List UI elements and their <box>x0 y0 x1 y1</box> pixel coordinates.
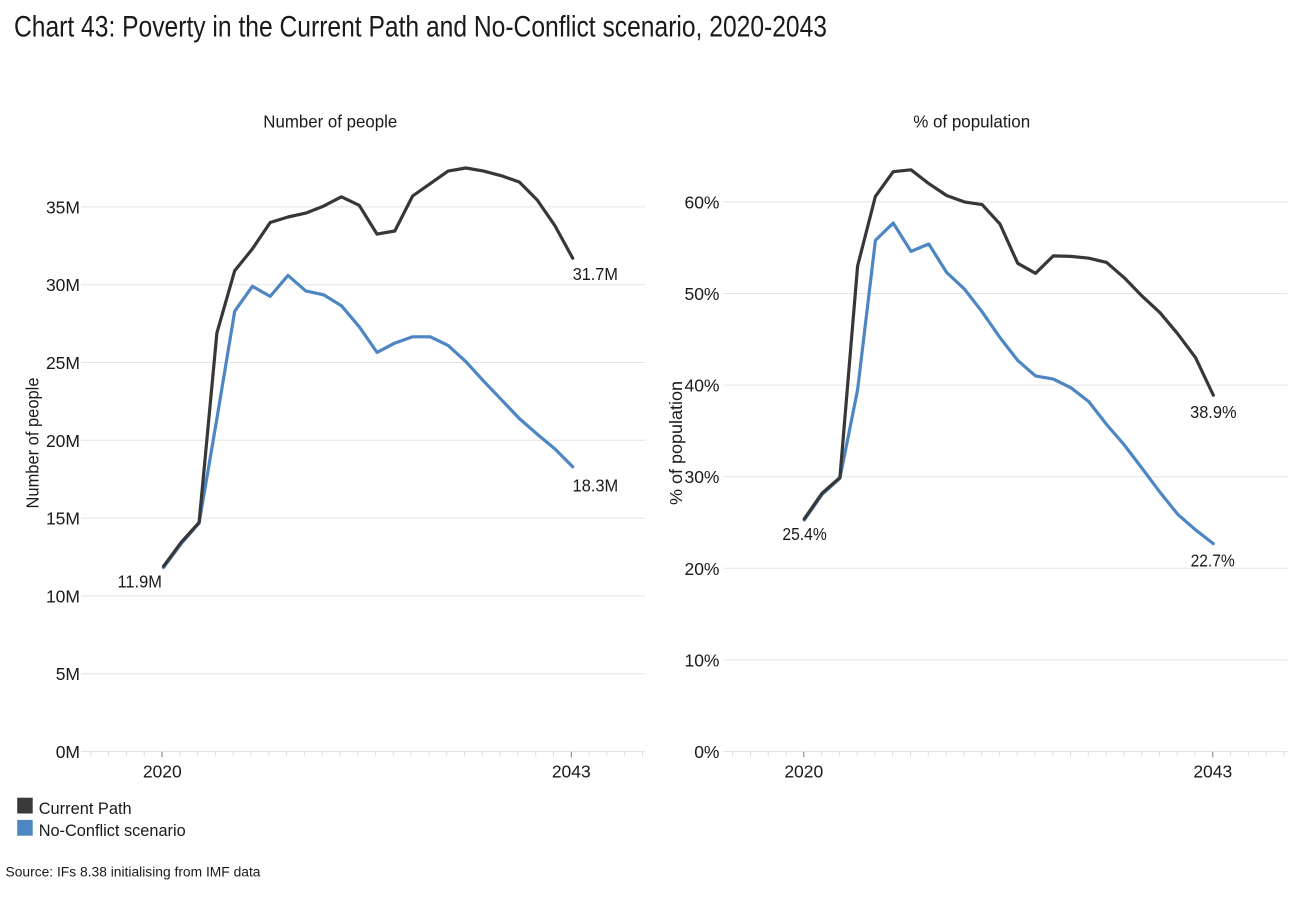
svg-text:% of population: % of population <box>913 112 1030 132</box>
svg-text:Number of people: Number of people <box>23 378 43 509</box>
svg-text:25.4%: 25.4% <box>782 524 826 544</box>
svg-text:50%: 50% <box>684 284 719 304</box>
svg-text:No-Conflict scenario: No-Conflict scenario <box>39 821 186 840</box>
svg-text:Chart 43: Poverty in the Curre: Chart 43: Poverty in the Current Path an… <box>14 11 827 44</box>
svg-text:22.7%: 22.7% <box>1191 550 1235 570</box>
svg-text:Current Path: Current Path <box>39 799 132 818</box>
svg-text:30M: 30M <box>46 275 80 295</box>
svg-text:40%: 40% <box>684 376 719 396</box>
svg-text:2043: 2043 <box>1193 762 1232 782</box>
svg-text:Number of people: Number of people <box>263 112 397 132</box>
svg-text:10%: 10% <box>684 650 719 670</box>
svg-text:2020: 2020 <box>143 762 182 782</box>
svg-text:2043: 2043 <box>552 762 591 782</box>
svg-text:0M: 0M <box>56 742 80 762</box>
svg-text:31.7M: 31.7M <box>573 264 618 284</box>
svg-text:60%: 60% <box>684 192 719 212</box>
svg-text:35M: 35M <box>46 197 80 217</box>
svg-text:15M: 15M <box>46 509 80 529</box>
svg-text:2020: 2020 <box>784 762 823 782</box>
svg-text:Source: IFs 8.38 initialising: Source: IFs 8.38 initialising from IMF d… <box>6 865 261 880</box>
svg-text:0%: 0% <box>694 742 719 762</box>
svg-text:30%: 30% <box>684 467 719 487</box>
svg-text:% of population: % of population <box>666 381 686 505</box>
svg-text:5M: 5M <box>56 664 80 684</box>
svg-text:25M: 25M <box>46 353 80 373</box>
svg-text:18.3M: 18.3M <box>573 475 619 495</box>
svg-text:20M: 20M <box>46 431 80 451</box>
svg-text:11.9M: 11.9M <box>118 572 162 592</box>
svg-text:38.9%: 38.9% <box>1190 402 1236 422</box>
svg-text:10M: 10M <box>46 586 80 606</box>
svg-text:20%: 20% <box>684 559 719 579</box>
